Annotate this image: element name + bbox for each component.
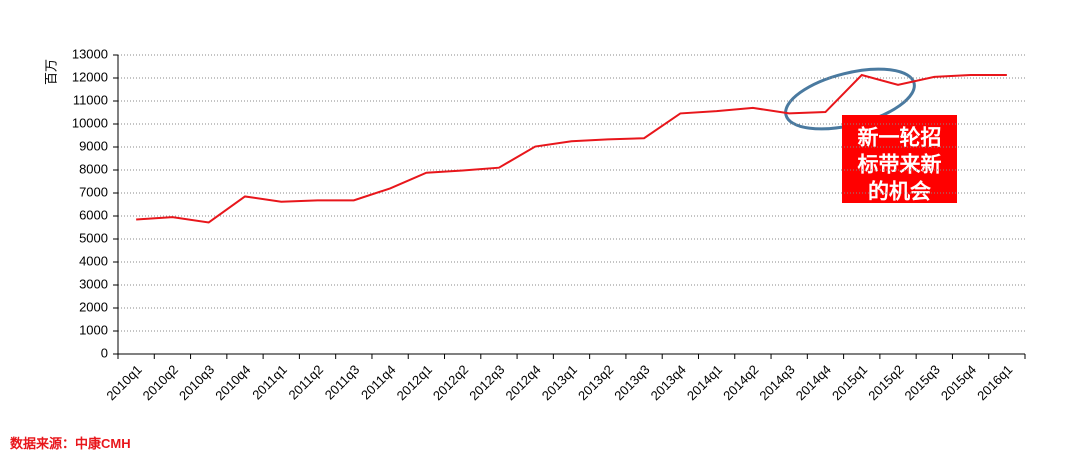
x-tick-label: 2016q1 [974,362,1015,403]
x-tick-label: 2013q4 [648,362,689,403]
x-tick-label: 2012q1 [394,362,435,403]
x-tick-label: 2015q3 [902,362,943,403]
x-tick-label: 2011q1 [249,362,290,403]
y-tick-label: 10000 [72,115,108,130]
x-tick-label: 2013q3 [611,362,652,403]
y-tick-label: 9000 [79,138,108,153]
x-tick-label: 2012q4 [502,362,543,403]
y-tick-label: 3000 [79,276,108,291]
x-tick-label: 2011q3 [322,362,363,403]
y-tick-label: 2000 [79,299,108,314]
y-axis-label: 百万 [43,59,58,85]
annotation-line: 新一轮招 [858,126,942,150]
x-tick-label: 2015q4 [938,362,979,403]
series-line [136,73,1007,224]
source: 数据来源：中康CMH [10,436,131,451]
y-tick-label: 11000 [73,92,108,107]
x-tick-label: 2012q3 [466,362,507,403]
y-tick-label: 4000 [79,253,108,268]
x-tick-label: 2013q1 [539,362,580,403]
x-tick-label: 2010q2 [140,362,181,403]
x-tick-label: 2011q4 [358,362,399,403]
annotation-box [842,115,957,203]
x-tick-label: 2014q3 [756,362,797,403]
y-tick-label: 1000 [79,322,108,337]
annotation-line: 标带来新 [858,153,942,177]
x-tick-label: 2010q1 [103,362,144,403]
x-tick-label: 2015q2 [865,362,906,403]
x-tick-label: 2011q2 [285,362,326,403]
y-tick-label: 12000 [72,69,108,84]
x-tick-label: 2014q4 [793,362,834,403]
x-tick-label: 2014q1 [684,362,725,403]
y-tick-label: 0 [101,345,108,360]
x-tick-label: 2010q4 [212,362,253,403]
y-tick-label: 6000 [79,207,108,222]
y-tick-label: 5000 [79,230,108,245]
y-tick-label: 8000 [79,161,108,176]
x-tick-label: 2012q2 [430,362,471,403]
x-tick-label: 2013q2 [575,362,616,403]
x-tick-label: 2015q1 [829,362,870,403]
annotation-line: 的机会 [868,180,931,204]
y-tick-label: 7000 [79,184,108,199]
y-tick-label: 13000 [72,46,108,61]
x-tick-label: 2010q3 [176,362,217,403]
x-tick-label: 2014q2 [720,362,761,403]
